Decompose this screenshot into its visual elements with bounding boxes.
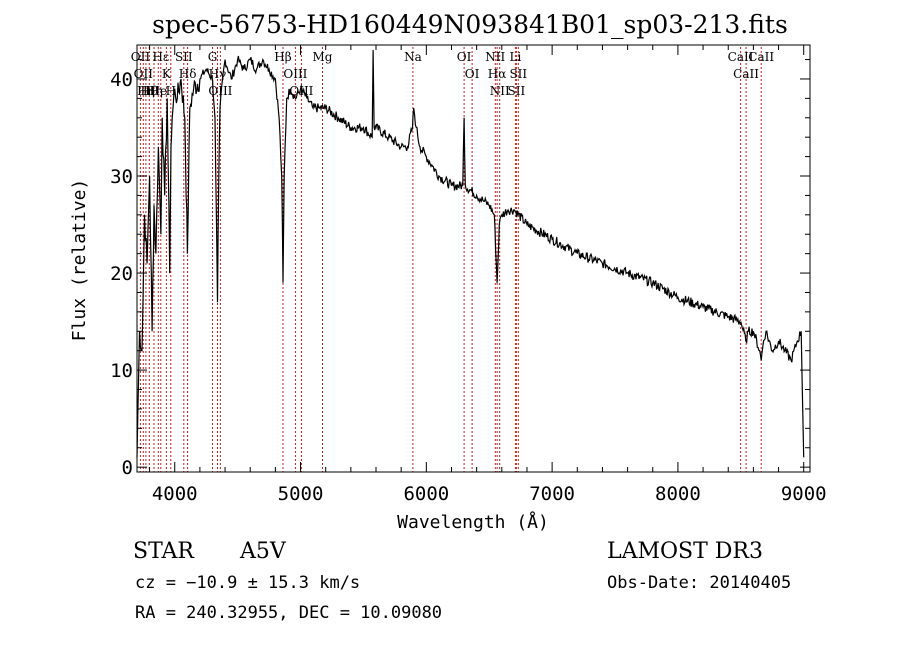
line-label-19: OI	[457, 50, 472, 64]
line-label-25: SII	[508, 84, 526, 98]
line-label-4: Hη	[145, 84, 163, 98]
coordinates: RA = 240.32955, DEC = 10.09080	[135, 603, 443, 623]
radial-velocity: cz = −10.9 ± 15.3 km/s	[135, 573, 361, 593]
x-tick-label: 8000	[655, 483, 701, 505]
line-label-28: CaII	[733, 67, 759, 81]
line-label-0: OII	[131, 50, 151, 64]
line-label-12: Hγ	[209, 67, 227, 81]
line-label-10: Hδ	[179, 67, 197, 81]
line-label-11: G	[208, 50, 218, 64]
x-tick-label: 9000	[781, 483, 827, 505]
y-tick-label: 40	[110, 69, 133, 91]
line-label-29: CaII	[748, 50, 774, 64]
y-tick-label: 0	[122, 457, 133, 479]
plot-frame	[136, 44, 811, 473]
line-label-27: CaII	[728, 50, 754, 64]
line-label-1: OII	[134, 67, 154, 81]
y-tick-label: 30	[110, 166, 133, 188]
y-axis-label: Flux (relative)	[69, 179, 90, 342]
y-tick-label: 20	[110, 263, 133, 285]
line-label-24: Li	[509, 50, 521, 64]
y-axis-ticks: 0 10 20 30 40	[110, 59, 810, 479]
x-tick-label: 4000	[152, 483, 198, 505]
spectral-class: A5V	[240, 539, 286, 564]
x-tick-label: 6000	[403, 483, 449, 505]
line-label-22: Hα	[488, 67, 507, 81]
line-label-20: OI	[465, 67, 480, 81]
line-label-16: OIII	[289, 84, 313, 98]
line-label-18: Na	[404, 50, 422, 64]
line-label-17: Mg	[313, 50, 333, 64]
line-label-9: SII	[175, 50, 193, 64]
x-tick-label: 5000	[278, 483, 324, 505]
observation-date: Obs-Date: 20140405	[607, 573, 792, 593]
line-label-5: He	[150, 84, 168, 98]
line-label-23: NII	[490, 84, 510, 98]
flux-spectrum-line	[136, 49, 805, 458]
x-axis-label: Wavelength (Å)	[397, 511, 549, 533]
object-type: STAR	[133, 539, 194, 564]
line-label-3: Hθ	[140, 84, 158, 98]
chart-title: spec-56753-HD160449N093841B01_sp03-213.f…	[152, 10, 788, 39]
line-label-6: Hε	[152, 50, 169, 64]
y-tick-label: 10	[110, 360, 133, 382]
spectral-line-markers	[139, 47, 762, 472]
line-label-8: H	[166, 84, 176, 98]
line-label-15: OIII	[283, 67, 307, 81]
line-label-7: K	[162, 67, 172, 81]
x-tick-label: 7000	[529, 483, 575, 505]
survey-name: LAMOST DR3	[607, 539, 763, 564]
line-label-26: SII	[509, 67, 527, 81]
line-label-13: OIII	[208, 84, 232, 98]
line-label-21: NII	[485, 50, 505, 64]
line-label-14: Hβ	[274, 50, 291, 64]
x-axis-ticks: 4000 5000 6000 7000 8000 9000	[149, 45, 827, 505]
line-label-2: Hη	[137, 84, 155, 98]
